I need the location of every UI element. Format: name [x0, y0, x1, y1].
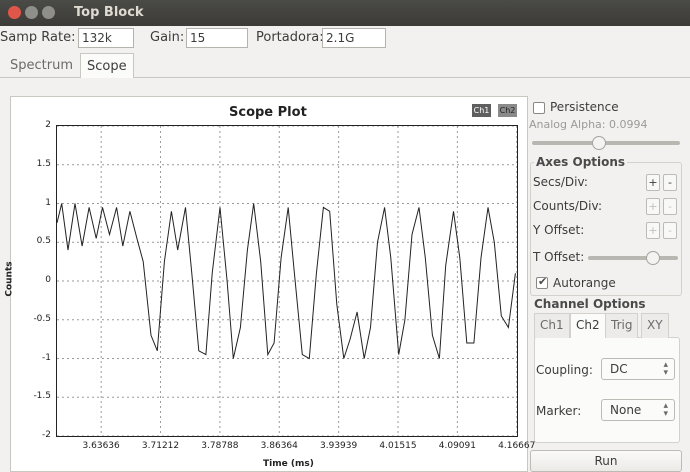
counts-div-label: Counts/Div: [533, 199, 602, 213]
channel-tab-ch1[interactable]: Ch1 [534, 313, 570, 338]
portadora-input[interactable]: 2.1G [322, 28, 386, 48]
secs-div-increase-button[interactable]: + [646, 174, 660, 191]
coupling-value: DC [610, 362, 628, 376]
marker-select[interactable]: None ▴ ▾ [601, 399, 675, 421]
plot-title: Scope Plot [229, 105, 307, 120]
x-tick-label: 4.16667 [498, 441, 536, 451]
gain-input[interactable]: 15 [186, 28, 248, 48]
gain-label: Gain: [150, 30, 185, 45]
y-tick-label: 2 [45, 120, 51, 130]
channel-tab-trig[interactable]: Trig [605, 313, 639, 338]
counts-div-increase-button[interactable]: + [646, 198, 660, 215]
y-offset-increase-button[interactable]: + [646, 222, 660, 239]
portadora-label: Portadora: [256, 30, 324, 45]
marker-value: None [610, 403, 642, 417]
autorange-label: Autorange [553, 276, 616, 290]
autorange-checkbox[interactable]: ✔ [536, 275, 548, 289]
scope-plot-panel [10, 96, 528, 472]
run-button[interactable]: Run [530, 450, 682, 472]
y-offset-decrease-button[interactable]: - [663, 222, 677, 239]
channel-tab-ch2[interactable]: Ch2 [570, 313, 606, 338]
t-offset-slider[interactable] [588, 251, 678, 265]
x-tick-label: 3.86364 [260, 441, 298, 451]
x-tick-label: 4.09091 [438, 441, 476, 451]
tab-spectrum[interactable]: Spectrum [10, 58, 73, 73]
t-offset-label: T Offset: [533, 250, 585, 264]
analog-alpha-label: Analog Alpha: 0.0994 [529, 118, 648, 131]
ch1-indicator: Ch1 [472, 104, 491, 117]
secs-div-decrease-button[interactable]: - [663, 174, 677, 191]
y-tick-label: 1 [45, 197, 51, 208]
y-tick-label: 0.5 [36, 236, 51, 247]
y-tick-label: 1.5 [36, 158, 51, 169]
close-window-button[interactable] [8, 6, 21, 19]
ch2-indicator: Ch2 [498, 104, 517, 117]
y-tick-label: -1 [42, 352, 51, 363]
samp-rate-input[interactable]: 132k [78, 28, 134, 48]
analog-alpha-slider[interactable] [532, 136, 680, 150]
minimize-window-button[interactable] [25, 6, 38, 19]
coupling-label: Coupling: [536, 363, 593, 377]
x-tick-label: 4.01515 [379, 441, 417, 451]
channel-options-title: Channel Options [534, 297, 646, 311]
y-tick-label: 0 [45, 275, 51, 285]
x-tick-label: 3.93939 [320, 441, 358, 451]
samp-rate-label: Samp Rate: [0, 30, 76, 45]
x-tick-label: 3.63636 [82, 441, 120, 451]
y-tick-label: -0.5 [33, 313, 51, 324]
checkmark-icon: ✔ [538, 275, 548, 288]
y-tick-label: -2 [42, 430, 51, 440]
persistence-label: Persistence [550, 100, 619, 114]
counts-div-decrease-button[interactable]: - [663, 198, 677, 215]
t-offset-slider-handle[interactable] [645, 251, 660, 265]
coupling-select[interactable]: DC ▴ ▾ [601, 358, 675, 380]
y-offset-label: Y Offset: [533, 223, 585, 237]
channel-tab-xy[interactable]: XY [641, 313, 669, 338]
spinner-arrows-icon: ▴ ▾ [663, 360, 668, 378]
channel-options-pane [534, 337, 680, 443]
analog-alpha-slider-handle[interactable] [591, 136, 606, 150]
parameter-row: Samp Rate: 132k Gain: 15 Portadora: 2.1G [0, 26, 690, 50]
marker-label: Marker: [536, 404, 582, 418]
y-axis-label: Counts [4, 261, 15, 297]
tab-scope[interactable]: Scope [80, 53, 134, 78]
spinner-arrows-icon: ▴ ▾ [663, 401, 668, 419]
axes-options-title: Axes Options [534, 155, 628, 169]
x-tick-label: 3.71212 [141, 441, 180, 451]
plot-area [56, 125, 518, 437]
secs-div-label: Secs/Div: [533, 175, 588, 189]
window-titlebar: Top Block [0, 0, 690, 26]
notebook-tabs: Spectrum Scope [0, 51, 690, 78]
y-tick-label: -1.5 [33, 391, 51, 402]
scope-chart [57, 126, 517, 436]
maximize-window-button[interactable] [42, 6, 55, 19]
x-tick-label: 3.78788 [201, 441, 239, 451]
window-title: Top Block [74, 5, 144, 20]
persistence-checkbox[interactable] [533, 102, 545, 114]
x-axis-label: Time (ms) [263, 459, 314, 469]
series-line-1 [57, 203, 516, 360]
